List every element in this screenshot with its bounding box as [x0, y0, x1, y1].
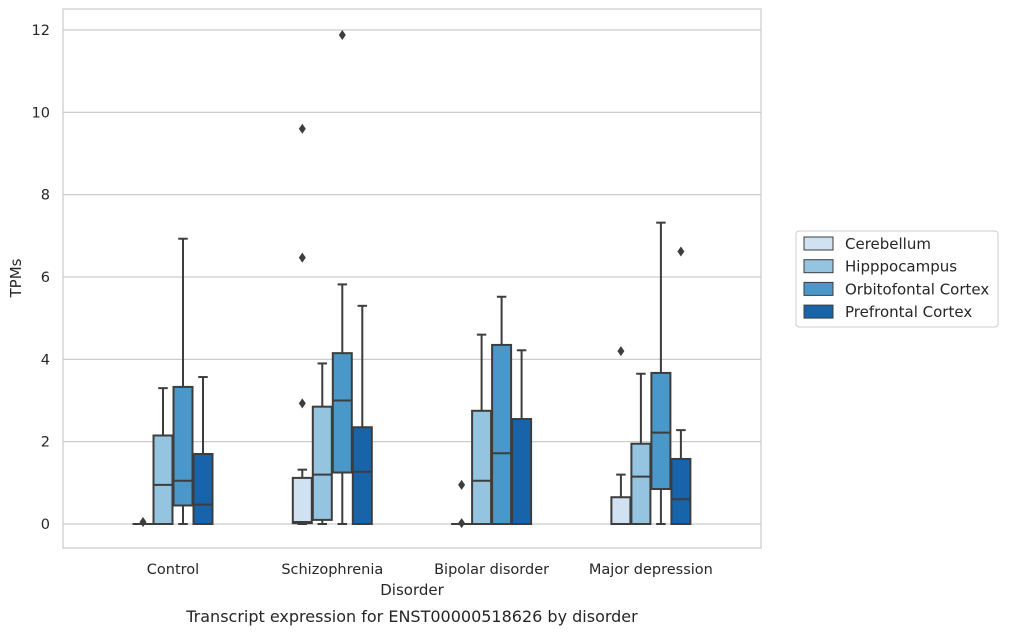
outlier-point — [298, 398, 306, 409]
box-prefrontal-cortex — [670, 246, 692, 525]
box-plots — [132, 29, 692, 529]
x-axis-label: Disorder — [380, 581, 444, 599]
legend-swatch — [803, 236, 834, 251]
x-tick-label: Major depression — [589, 562, 713, 578]
box-prefrontal-cortex — [351, 304, 373, 525]
box-iqr — [172, 385, 194, 507]
x-tick-label: Schizophrenia — [281, 562, 383, 578]
box-cerebellum — [610, 346, 632, 526]
outlier-point — [617, 346, 625, 357]
box-iqr — [471, 409, 493, 525]
outlier-point — [298, 252, 306, 263]
y-axis-label: TPMs — [7, 258, 25, 298]
box-prefrontal-cortex — [192, 376, 214, 525]
box-iqr — [192, 453, 214, 525]
box-prefrontal-cortex — [511, 349, 533, 525]
box-iqr — [491, 343, 513, 525]
y-tick-label: 2 — [41, 435, 50, 451]
x-tick-label: Bipolar disorder — [434, 562, 549, 578]
legend-label: Hipppocampus — [845, 258, 957, 276]
x-tick-label: Control — [147, 562, 199, 578]
outlier-point — [338, 29, 346, 40]
box-orbitofontal-cortex — [650, 221, 672, 525]
y-tick-label: 0 — [41, 517, 50, 533]
box-cerebellum — [291, 123, 313, 525]
plot-frame — [62, 8, 762, 549]
legend-swatch — [803, 259, 834, 274]
outlier-point — [458, 518, 466, 529]
outlier-point — [139, 516, 147, 527]
legend-frame — [795, 230, 999, 328]
box-iqr — [331, 352, 353, 474]
legend-label: Cerebellum — [845, 235, 931, 253]
outlier-point — [677, 246, 685, 257]
box-iqr — [511, 418, 533, 525]
box-iqr — [670, 457, 692, 525]
y-tick-label: 12 — [32, 23, 50, 39]
box-orbitofontal-cortex — [172, 237, 194, 525]
legend-label: Prefrontal Cortex — [845, 303, 972, 321]
y-tick-label: 4 — [41, 352, 50, 368]
legend-swatch — [803, 281, 834, 296]
tick-labels: 0 2 4 6 8 10 12 Control Schizophrenia Bipolar dis… — [32, 23, 713, 578]
box-orbitofontal-cortex — [331, 29, 353, 525]
chart-caption: Transcript expression for ENST0000051862… — [185, 607, 638, 626]
legend-swatch — [803, 304, 834, 319]
box-iqr — [291, 476, 313, 525]
box-iqr — [152, 434, 174, 525]
box-iqr — [650, 371, 672, 491]
legend-label: Orbitofontal Cortex — [845, 280, 989, 298]
box-orbitofontal-cortex — [491, 295, 513, 525]
y-tick-label: 8 — [41, 188, 50, 204]
y-tick-label: 10 — [32, 105, 50, 121]
box-iqr — [630, 442, 652, 526]
y-tick-label: 6 — [41, 270, 50, 286]
legend: Cerebellum Hipppocampus Orbitofontal Corte… — [795, 230, 999, 328]
box-iqr — [351, 426, 373, 525]
box-iqr — [610, 496, 632, 526]
outlier-point — [458, 479, 466, 490]
outlier-point — [298, 123, 306, 134]
box-iqr — [311, 405, 333, 521]
